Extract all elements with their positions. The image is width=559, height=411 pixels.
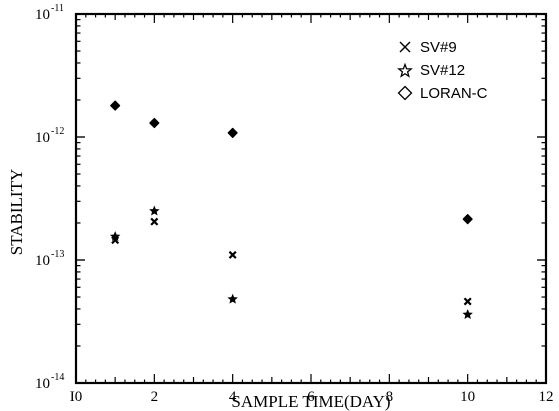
y-tick-exponent: -13 xyxy=(51,249,64,260)
x-tick-label: 4 xyxy=(229,389,237,405)
x-tick-label: 6 xyxy=(307,389,315,405)
y-tick-label: 10 xyxy=(35,130,50,146)
marker-stroke xyxy=(463,297,472,306)
axis-ticks xyxy=(75,13,547,384)
y-axis-title: STABILITY xyxy=(7,169,26,255)
x-tick-label: I0 xyxy=(70,389,83,405)
point-loran-c xyxy=(227,127,238,138)
point-sv-12 xyxy=(462,309,473,320)
plot-border xyxy=(74,12,548,385)
point-sv-12 xyxy=(227,293,238,304)
x-tick-label: 12 xyxy=(539,389,554,405)
marker-stroke xyxy=(399,41,411,53)
legend-label-loran-c: LORAN-C xyxy=(420,85,488,102)
point-loran-c xyxy=(462,214,473,225)
marker-stroke xyxy=(150,217,159,226)
y-tick-label: 10 xyxy=(35,7,50,23)
point-loran-c xyxy=(110,100,121,111)
legend-label-sv-12: SV#12 xyxy=(420,62,465,79)
x-tick-labels: I0 2 4 6 8 10 12 xyxy=(70,389,554,405)
point-loran-c xyxy=(149,117,160,129)
point-sv-9 xyxy=(150,217,159,226)
point-sv-9 xyxy=(228,250,237,259)
y-tick-exponent: -11 xyxy=(51,3,64,14)
legend-marker-sv-12 xyxy=(397,62,413,78)
x-axis-title: SAMPLE TIME(DAY) xyxy=(231,392,390,411)
point-sv-12 xyxy=(109,231,121,242)
point-sv-12 xyxy=(149,205,160,216)
x-tick-label: 10 xyxy=(460,389,475,405)
y-tick-exponent: -12 xyxy=(51,126,64,137)
y-tick-label: 10 xyxy=(35,253,50,269)
legend-label-sv-9: SV#9 xyxy=(420,39,457,56)
x-tick-label: 8 xyxy=(386,389,394,405)
legend: SV#9 SV#12 LORAN-C xyxy=(397,39,488,102)
legend-marker-sv-9 xyxy=(399,41,411,53)
data-points xyxy=(109,100,473,320)
plot-frame xyxy=(74,12,548,385)
legend-marker-loran-c xyxy=(397,85,413,101)
y-tick-label: 10 xyxy=(35,376,50,392)
marker-stroke xyxy=(228,250,237,259)
x-tick-label: 2 xyxy=(151,389,159,405)
y-tick-exponent: -14 xyxy=(51,372,64,383)
point-sv-9 xyxy=(463,297,472,306)
